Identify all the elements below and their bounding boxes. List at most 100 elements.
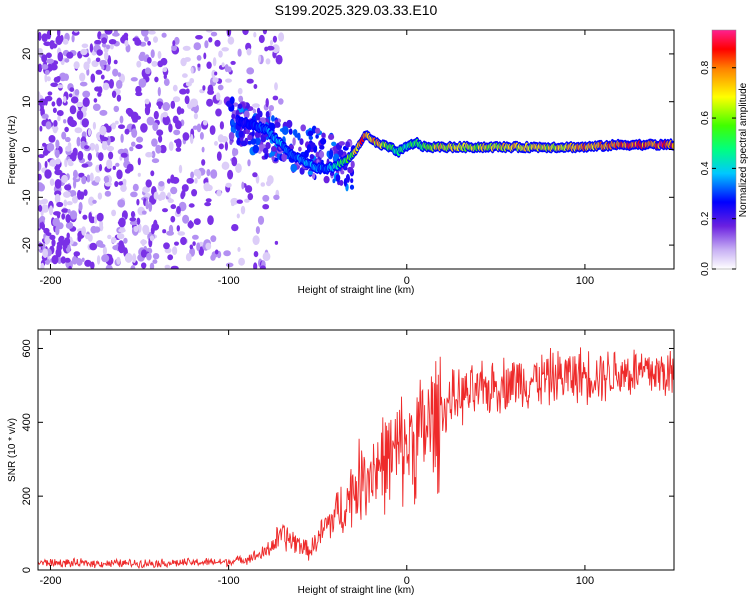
spectrogram-noise-cell <box>45 95 53 102</box>
spectrogram-noise-cell <box>101 140 108 151</box>
spectrogram-noise-cell <box>57 257 62 264</box>
spectrogram-noise-cell <box>64 136 71 143</box>
spectrogram-noise-cell <box>71 34 75 43</box>
spectrogram-noise-cell <box>172 246 178 256</box>
spectrogram-transition-cell <box>328 134 335 140</box>
spectrogram-transition-cell <box>251 130 255 137</box>
spectrogram-noise-cell <box>123 237 128 244</box>
spectrogram-transition-cell <box>247 140 252 145</box>
spectrogram-noise-cell <box>46 142 55 152</box>
spectrogram-noise-cell <box>65 221 74 230</box>
spectrogram-noise-cell <box>171 44 178 52</box>
spectrogram-noise-cell <box>131 141 136 147</box>
spectrogram-noise-cell <box>214 141 218 146</box>
spectrogram-noise-cell <box>61 174 68 184</box>
spectrogram-noise-cell <box>96 49 103 56</box>
spectrogram-noise-cell <box>136 217 141 225</box>
spectrogram-noise-cell <box>145 199 149 210</box>
spectrogram-noise-cell <box>204 202 212 207</box>
spectrogram-noise-cell <box>269 39 274 46</box>
spectrogram-noise-cell <box>208 37 213 43</box>
spectrogram-noise-cell <box>86 174 91 183</box>
spectrogram-transition-cell <box>321 132 326 138</box>
spectrogram-noise-cell <box>179 88 187 95</box>
spectrogram-noise-cell <box>41 114 49 119</box>
spectrogram-noise-cell <box>188 203 195 208</box>
spectrogram-noise-cell <box>152 253 160 260</box>
spectrogram-noise-cell <box>49 234 56 241</box>
colorbar-tick-label: 0.8 <box>700 60 711 74</box>
spectrogram-noise-cell <box>68 161 74 167</box>
spectrogram-noise-cell <box>262 194 270 202</box>
spectrogram-noise-cell <box>118 228 126 233</box>
spectrogram-noise-cell <box>73 30 79 33</box>
spectrogram-transition-cell <box>300 124 307 132</box>
spectrogram-noise-cell <box>114 181 119 187</box>
spectrogram-noise-cell <box>94 39 102 45</box>
spectrogram-noise-cell <box>111 237 117 244</box>
spectrogram-noise-cell <box>99 109 108 116</box>
spectrogram-noise-cell <box>89 43 94 53</box>
spectrogram-noise-cell <box>255 174 260 184</box>
spectrogram-noise-cell <box>236 199 243 204</box>
spectrogram-noise-cell <box>88 212 92 221</box>
spectrogram-transition-cell <box>308 135 313 140</box>
spectrogram-noise-cell <box>205 242 212 250</box>
spectrogram-noise-cell <box>130 191 138 198</box>
spectrogram-noise-cell <box>56 241 64 247</box>
spectrogram-noise-cell <box>39 215 46 222</box>
spectrogram-noise-cell <box>267 175 274 185</box>
spectrogram-noise-cell <box>210 235 217 243</box>
spectrogram-noise-cell <box>218 50 223 58</box>
spectrogram-noise-cell <box>48 135 56 143</box>
spectrogram-noise-cell <box>241 181 245 190</box>
spectrogram-y-tick-label: -20 <box>21 237 33 253</box>
spectrogram-noise-cell <box>150 170 155 177</box>
spectrogram-noise-cell <box>66 51 74 59</box>
spectrogram-noise-cell <box>81 43 89 49</box>
spectrogram-noise-cell <box>206 169 211 177</box>
spectrogram-noise-cell <box>80 48 88 56</box>
spectrogram-noise-cell <box>56 76 61 81</box>
spectrogram-noise-cell <box>81 163 89 168</box>
snr-marks <box>38 347 674 569</box>
spectrogram-noise-cell <box>52 217 60 227</box>
spectrogram-noise-cell <box>73 61 80 69</box>
spectrogram-noise-cell <box>38 204 43 212</box>
spectrogram-noise-cell <box>67 209 71 214</box>
spectrogram-noise-cell <box>191 189 198 197</box>
spectrogram-noise-cell <box>278 32 285 42</box>
spectrogram-transition-cell <box>338 141 345 146</box>
spectrogram-transition-cell <box>335 174 341 182</box>
spectrogram-noise-cell <box>167 254 174 261</box>
spectrogram-noise-cell <box>144 98 150 105</box>
spectrogram-noise-cell <box>73 179 77 189</box>
spectrogram-noise-cell <box>108 151 114 160</box>
spectrogram-noise-cell <box>112 165 117 170</box>
spectrogram-noise-cell <box>55 139 60 149</box>
spectrogram-noise-cell <box>96 212 104 222</box>
spectrogram-noise-cell <box>98 164 103 172</box>
spectrogram-transition-cell <box>243 110 250 119</box>
spectrogram-transition-cell <box>345 173 350 183</box>
spectrogram-noise-cell <box>180 57 187 67</box>
spectrogram-noise-cell <box>162 102 171 111</box>
colorbar-tick-label: 0.0 <box>700 262 711 276</box>
spectrogram-noise-cell <box>66 201 73 206</box>
spectrogram-noise-cell <box>89 242 98 251</box>
spectrogram-noise-cell <box>152 259 158 264</box>
spectrogram-noise-cell <box>78 201 83 212</box>
spectrogram-transition-cell <box>265 111 270 118</box>
spectrogram-noise-cell <box>255 226 260 235</box>
spectrogram-noise-cell <box>119 115 124 124</box>
spectrogram-noise-cell <box>116 256 121 265</box>
spectrogram-noise-cell <box>253 262 258 269</box>
spectrogram-noise-cell <box>166 178 171 184</box>
spectrogram-noise-cell <box>102 246 107 256</box>
spectrogram-noise-cell <box>153 191 159 200</box>
spectrogram-noise-cell <box>194 177 198 184</box>
spectrogram-noise-cell <box>90 73 96 83</box>
snr-y-tick-label: 200 <box>21 487 33 505</box>
spectrogram-noise-cell <box>123 178 127 188</box>
